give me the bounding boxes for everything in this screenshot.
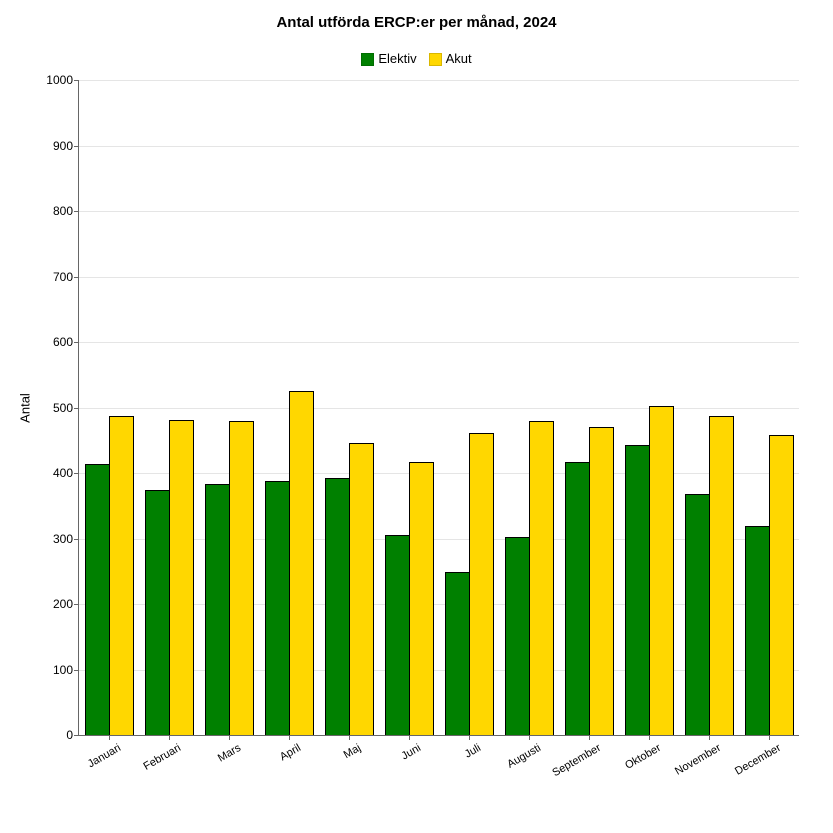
xtick-label: Maj bbox=[338, 735, 363, 761]
bar bbox=[85, 464, 110, 736]
xtick-label: Mars bbox=[212, 735, 243, 765]
xtick-label: Februari bbox=[138, 735, 183, 773]
bar bbox=[445, 572, 470, 735]
legend-label: Elektiv bbox=[378, 51, 416, 66]
xtick-label: Juli bbox=[459, 735, 483, 761]
bar bbox=[409, 462, 434, 735]
bar bbox=[469, 433, 494, 735]
chart-container: Antal utförda ERCP:er per månad, 2024 El… bbox=[0, 0, 833, 833]
ytick-label: 400 bbox=[53, 466, 79, 480]
bar bbox=[385, 535, 410, 735]
grid-line bbox=[79, 211, 799, 212]
bar bbox=[529, 421, 554, 735]
xtick-label: April bbox=[274, 735, 303, 763]
bar bbox=[229, 421, 254, 735]
y-axis-label: Antal bbox=[18, 393, 33, 423]
xtick-label: November bbox=[669, 735, 723, 778]
bar bbox=[769, 435, 794, 735]
bar bbox=[565, 462, 590, 735]
legend-swatch bbox=[429, 53, 442, 66]
ytick-label: 500 bbox=[53, 401, 79, 415]
plot-area: 01002003004005006007008009001000JanuariF… bbox=[78, 80, 799, 736]
bar bbox=[649, 406, 674, 735]
legend-swatch bbox=[361, 53, 374, 66]
ytick-label: 800 bbox=[53, 204, 79, 218]
bar bbox=[685, 494, 710, 735]
ytick-label: 700 bbox=[53, 270, 79, 284]
grid-line bbox=[79, 80, 799, 81]
bar bbox=[325, 478, 350, 735]
xtick-label: Juni bbox=[396, 735, 423, 762]
ytick-label: 0 bbox=[66, 728, 79, 742]
ytick-label: 1000 bbox=[46, 73, 79, 87]
bar bbox=[289, 391, 314, 735]
ytick-label: 900 bbox=[53, 139, 79, 153]
legend-item: Akut bbox=[429, 51, 472, 66]
grid-line bbox=[79, 342, 799, 343]
ytick-label: 200 bbox=[53, 597, 79, 611]
bar bbox=[109, 416, 134, 735]
xtick-label: December bbox=[729, 735, 783, 778]
chart-title: Antal utförda ERCP:er per månad, 2024 bbox=[0, 14, 833, 31]
legend-item: Elektiv bbox=[361, 51, 416, 66]
grid-line bbox=[79, 408, 799, 409]
xtick-label: Oktober bbox=[619, 735, 663, 772]
bar bbox=[709, 416, 734, 735]
grid-line bbox=[79, 277, 799, 278]
bar bbox=[169, 420, 194, 735]
bar bbox=[145, 490, 170, 735]
chart-legend: Elektiv Akut bbox=[0, 50, 833, 66]
ytick-label: 100 bbox=[53, 663, 79, 677]
ytick-label: 300 bbox=[53, 532, 79, 546]
legend-label: Akut bbox=[446, 51, 472, 66]
bar bbox=[205, 484, 230, 735]
xtick-label: September bbox=[546, 735, 603, 779]
xtick-label: Januari bbox=[82, 735, 123, 770]
bar bbox=[505, 537, 530, 735]
xtick-label: Augusti bbox=[501, 735, 543, 771]
bar bbox=[745, 526, 770, 735]
ytick-label: 600 bbox=[53, 335, 79, 349]
bar bbox=[625, 445, 650, 735]
bar bbox=[349, 443, 374, 735]
grid-line bbox=[79, 146, 799, 147]
bar bbox=[589, 427, 614, 735]
bar bbox=[265, 481, 290, 735]
